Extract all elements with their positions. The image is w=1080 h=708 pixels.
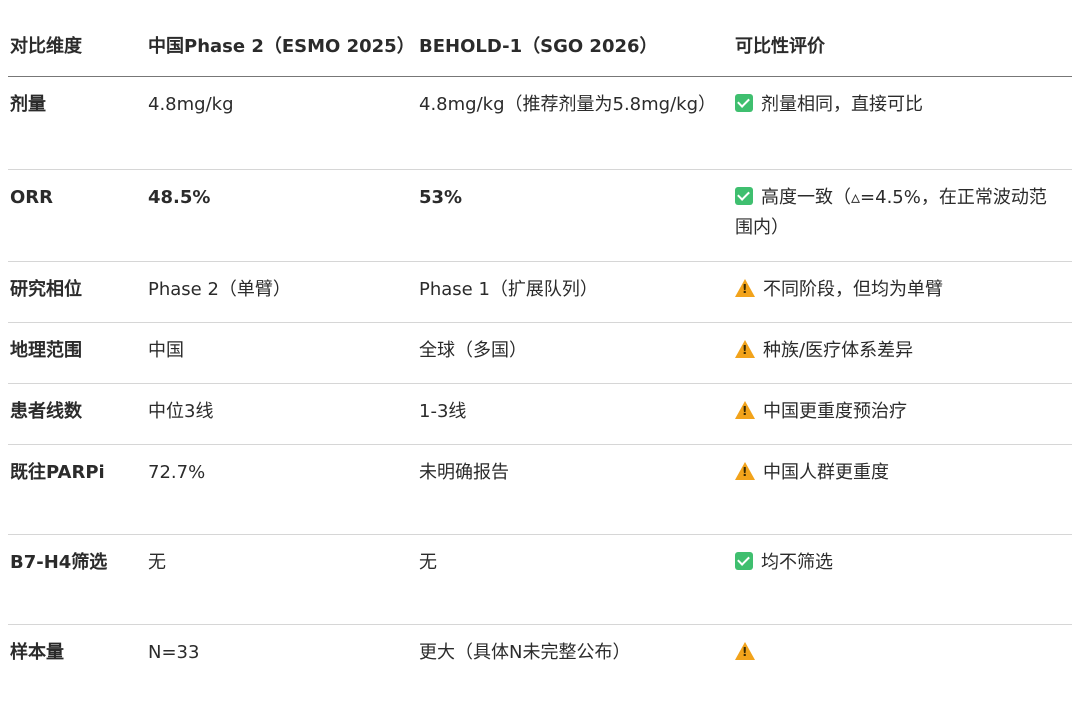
dimension-cell: ORR: [8, 170, 146, 262]
china-cell: 72.7%: [146, 445, 417, 535]
header-dimension: 对比维度: [8, 0, 146, 77]
table-row: B7-H4筛选无无均不筛选: [8, 535, 1072, 625]
china-cell: 中位3线: [146, 384, 417, 445]
evaluation-cell: 中国更重度预治疗: [733, 384, 1072, 445]
header-comparability: 可比性评价: [733, 0, 1072, 77]
comparison-table: 对比维度 中国Phase 2（ESMO 2025） BEHOLD-1（SGO 2…: [8, 0, 1072, 708]
dimension-cell: 患者线数: [8, 384, 146, 445]
dimension-cell: 既往PARPi: [8, 445, 146, 535]
china-cell: 4.8mg/kg: [146, 77, 417, 170]
warning-icon: [735, 340, 755, 358]
behold-cell: 更大（具体N未完整公布）: [417, 625, 733, 708]
evaluation-text: 高度一致（▵=4.5%，在正常波动范围内）: [735, 187, 1047, 238]
china-cell: 无: [146, 535, 417, 625]
china-cell: 48.5%: [146, 170, 417, 262]
evaluation-text: 不同阶段，但均为单臂: [763, 279, 943, 300]
evaluation-text: 中国更重度预治疗: [763, 401, 907, 422]
check-icon: [735, 94, 753, 112]
evaluation-cell: 均不筛选: [733, 535, 1072, 625]
behold-cell: 未明确报告: [417, 445, 733, 535]
check-icon: [735, 552, 753, 570]
china-cell: Phase 2（单臂）: [146, 262, 417, 323]
evaluation-cell: 种族/医疗体系差异: [733, 323, 1072, 384]
warning-icon: [735, 462, 755, 480]
china-cell: 中国: [146, 323, 417, 384]
dimension-cell: 地理范围: [8, 323, 146, 384]
behold-cell: 1-3线: [417, 384, 733, 445]
dimension-cell: 研究相位: [8, 262, 146, 323]
evaluation-text: 种族/医疗体系差异: [763, 340, 913, 361]
dimension-cell: B7-H4筛选: [8, 535, 146, 625]
behold-cell: 53%: [417, 170, 733, 262]
evaluation-text: 中国人群更重度: [763, 462, 889, 483]
check-icon: [735, 187, 753, 205]
china-cell: N=33: [146, 625, 417, 708]
evaluation-cell: 高度一致（▵=4.5%，在正常波动范围内）: [733, 170, 1072, 262]
evaluation-cell: 剂量相同，直接可比: [733, 77, 1072, 170]
behold-cell: 无: [417, 535, 733, 625]
evaluation-cell: 不同阶段，但均为单臂: [733, 262, 1072, 323]
warning-icon: [735, 279, 755, 297]
evaluation-cell: 中国人群更重度: [733, 445, 1072, 535]
header-behold1: BEHOLD-1（SGO 2026）: [417, 0, 733, 77]
header-china-phase2: 中国Phase 2（ESMO 2025）: [146, 0, 417, 77]
dimension-cell: 剂量: [8, 77, 146, 170]
behold-cell: Phase 1（扩展队列）: [417, 262, 733, 323]
behold-cell: 4.8mg/kg（推荐剂量为5.8mg/kg）: [417, 77, 733, 170]
behold-cell: 全球（多国）: [417, 323, 733, 384]
evaluation-cell: [733, 625, 1072, 708]
warning-icon: [735, 642, 755, 660]
warning-icon: [735, 401, 755, 419]
evaluation-text: 均不筛选: [761, 552, 833, 573]
dimension-cell: 样本量: [8, 625, 146, 708]
header-row: 对比维度 中国Phase 2（ESMO 2025） BEHOLD-1（SGO 2…: [8, 0, 1072, 77]
evaluation-text: 剂量相同，直接可比: [761, 94, 923, 115]
